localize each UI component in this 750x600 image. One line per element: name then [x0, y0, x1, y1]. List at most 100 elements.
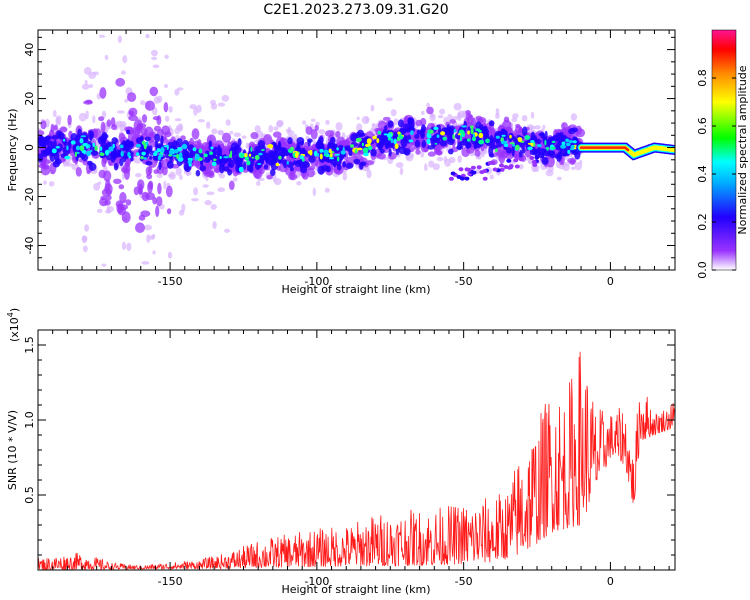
- spectrogram-cell-high: [570, 144, 575, 149]
- spectrogram-cell-high: [250, 146, 253, 152]
- spectrogram-cell-high: [512, 143, 516, 147]
- spectrogram-cell-high: [146, 141, 149, 145]
- spectrogram-cell-high: [136, 144, 141, 148]
- spectrogram-cell-high: [70, 140, 76, 145]
- spectrogram-cell-mid: [308, 155, 316, 163]
- spectrogram-cell-faint: [495, 113, 500, 119]
- spectrogram-cell-faint: [160, 288, 167, 292]
- snr-axes: -150 -100 -50 0 0.5 1.0 1.5: [23, 330, 675, 588]
- spectrogram-cell-faint: [124, 98, 129, 103]
- spectrogram-cell-faint: [385, 97, 393, 102]
- snr-series-line: [38, 351, 675, 570]
- spectrogram-axes: -150 -100 -50 0 40 20 0 -20 -40: [23, 30, 675, 288]
- spectrogram-cell-faint: [318, 129, 326, 135]
- x-tick-label: -50: [455, 275, 473, 288]
- spectrogram-cell-high: [354, 148, 358, 154]
- spectrogram-cell-low: [105, 179, 111, 191]
- spectrogram-cell-mid: [541, 157, 549, 165]
- spectrogram-cell-mid: [506, 147, 513, 154]
- spectrogram-cell-faint: [256, 181, 261, 186]
- spectrogram-cell-mid: [388, 148, 392, 157]
- spectrogram-cell-high: [228, 154, 232, 158]
- spectrogram-cell-high: [356, 147, 363, 151]
- spectrogram-cell-high: [246, 160, 251, 166]
- spectrogram-cell-low: [310, 129, 318, 140]
- spectrogram-cell-faint: [229, 130, 234, 135]
- spectrogram-cell-low: [197, 139, 202, 147]
- spectrogram-cell-high: [509, 134, 512, 139]
- spectrogram-cell-trace: [506, 165, 512, 170]
- spectrogram-cell-high: [203, 153, 208, 158]
- spectrogram-cell-faint: [97, 181, 102, 185]
- figure-title: C2E1.2023.273.09.31.G20: [263, 2, 448, 18]
- spectrogram-cell-mid: [421, 140, 427, 148]
- spectrogram-cell-high: [337, 156, 340, 162]
- spectrogram-cell-high: [545, 147, 550, 150]
- spectrogram-cell-faint: [175, 124, 183, 131]
- spectrogram-cell-faint: [296, 181, 302, 186]
- spectrogram-cell-faint: [521, 115, 528, 122]
- spectrogram-cell-mid: [329, 136, 336, 145]
- spectrogram-cell-mid: [511, 147, 515, 157]
- spectrogram-cell-faint: [212, 221, 217, 230]
- spectrogram-cell-mid: [280, 146, 286, 153]
- spectrogram-cell-high: [355, 137, 362, 142]
- spectrogram-cell-faint: [104, 126, 111, 130]
- spectrogram-cell-mid: [337, 144, 343, 152]
- spectrogram-cell-mid: [144, 136, 151, 142]
- spectrogram-cell-faint: [432, 163, 440, 171]
- spectrogram-cell-high: [319, 148, 324, 153]
- spectrogram-cell-mid: [45, 135, 52, 140]
- spectrogram-cell-faint: [574, 161, 583, 171]
- spectrogram-cell-faint: [254, 125, 261, 133]
- spectrogram-cell-mid: [393, 131, 398, 141]
- spectrogram-cell-low: [119, 192, 127, 204]
- colorbar-label: Normalized spectral amplitude: [736, 65, 749, 234]
- spectrogram-cell-faint: [512, 113, 519, 119]
- spectrogram-cell-trace: [459, 176, 465, 181]
- spectrogram-cell-mid: [427, 145, 435, 150]
- spectrogram-cell-high: [442, 136, 447, 141]
- spectrogram-cell-high: [501, 134, 506, 137]
- spectrogram-cell-faint: [356, 123, 363, 132]
- spectrogram-cell-high: [108, 146, 114, 152]
- spectrogram-cell-trace: [514, 164, 520, 169]
- spectrogram-cell-high: [537, 144, 542, 148]
- spectrogram-cell-mid: [448, 148, 454, 155]
- spectrogram-cell-low: [156, 196, 163, 207]
- spectrogram-cell-faint: [163, 84, 169, 88]
- spectrogram-frame: [37, 29, 676, 271]
- spectrogram-cell-mid: [397, 119, 404, 128]
- spectrogram-marks: [38, 30, 675, 295]
- spectrogram-cell-low: [149, 86, 159, 97]
- spectrogram-cell-low: [314, 124, 319, 132]
- spectrogram-cell-mid: [520, 142, 525, 149]
- spectrogram-cell-mid: [348, 149, 353, 157]
- spectrogram-cell-high: [89, 150, 93, 153]
- spectrogram-cell-high: [141, 151, 146, 156]
- spectrogram-cell-mid: [538, 132, 545, 137]
- spectrogram-cell-faint: [80, 290, 86, 295]
- spectrogram-cell-faint: [101, 263, 107, 267]
- y-tick-label: 0: [23, 144, 36, 151]
- spectrogram-cell-high: [459, 137, 463, 142]
- spectrogram-cell-faint: [556, 176, 562, 181]
- spectrogram-cell-high: [99, 152, 105, 156]
- spectrogram-cell-faint: [426, 102, 430, 109]
- spectrogram-cell-mid: [227, 169, 233, 176]
- spectrogram-cell-faint: [146, 234, 151, 243]
- y-tick-label: 0.5: [23, 486, 36, 504]
- spectrogram-cell-high: [376, 138, 380, 144]
- colorbar-ticks: 0.8 0.6 0.4 0.2 0.0: [696, 69, 736, 279]
- spectrogram-cell-mid: [203, 158, 211, 163]
- spectrogram-cell-high: [153, 152, 158, 156]
- spectrogram-cell-low: [137, 188, 143, 195]
- spectrogram-cell-high: [485, 138, 490, 144]
- spectrogram-cell-mid: [345, 162, 354, 169]
- spectrogram-cell-faint: [421, 110, 425, 116]
- spectrogram-cell-faint: [153, 96, 160, 104]
- spectrogram-cell-mid: [414, 139, 421, 148]
- spectrogram-cell-faint: [126, 242, 132, 251]
- spectrogram-cell-faint: [335, 122, 343, 131]
- spectrogram-cell-high: [470, 128, 474, 135]
